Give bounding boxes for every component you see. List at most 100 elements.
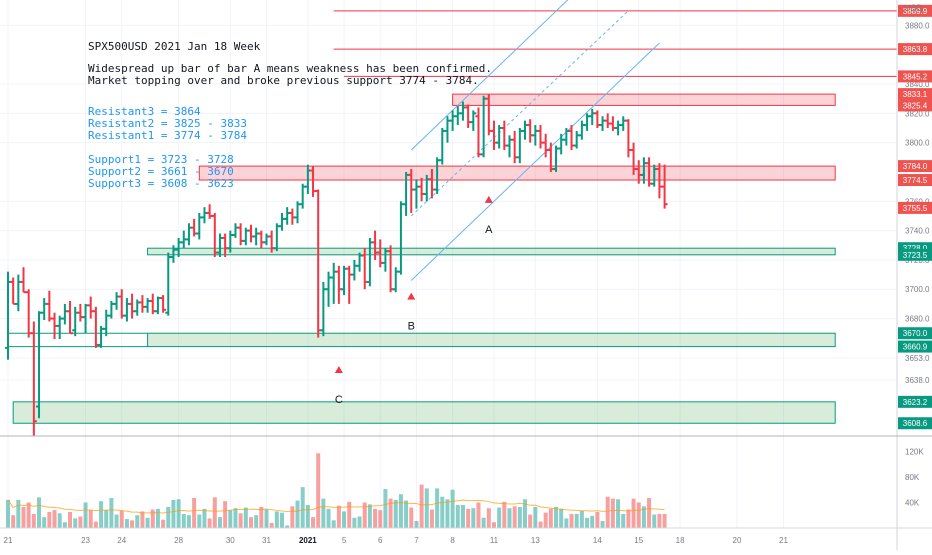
- annotations: A B C: [334, 195, 493, 406]
- price-label-text: 3845.2: [903, 72, 928, 81]
- volume-bar-0: [6, 499, 10, 528]
- description-line-1: Widespread up bar of bar A means weaknes…: [88, 62, 492, 75]
- price-bar-107: [558, 133, 565, 155]
- annotation-label-B: B: [408, 321, 415, 333]
- volume-bar-10: [57, 513, 62, 528]
- price-bar-53: [279, 213, 286, 231]
- volume-bar-75: [393, 499, 398, 528]
- price-bar-57: [299, 183, 306, 209]
- volume-bar-46: [243, 507, 248, 528]
- zone-green-4: [12, 401, 836, 424]
- volume-bar-2: [16, 499, 21, 528]
- price-label-text: 3774.5: [903, 176, 928, 185]
- volume-bar-78: [409, 507, 414, 528]
- volume-bar-114: [595, 512, 600, 528]
- price-tick-2: 3820.0: [905, 109, 930, 118]
- volume-bar-123: [641, 506, 646, 528]
- time-tick-15: 18: [676, 536, 685, 545]
- price-label-text: 3755.5: [903, 204, 928, 213]
- price-bar-12: [67, 300, 74, 335]
- volume-bar-54: [285, 525, 290, 528]
- price-bar-2: [15, 274, 22, 312]
- price-tick-1: 3840.0: [905, 80, 930, 89]
- time-tick-7: 5: [342, 536, 347, 545]
- volume-bar-45: [238, 513, 243, 528]
- volume-bar-11: [62, 522, 67, 528]
- time-tick-0: 21: [4, 536, 13, 545]
- price-bar-103: [537, 125, 544, 149]
- price-bar-100: [522, 120, 528, 140]
- price-label-box: [898, 340, 932, 353]
- price-bar-30: [160, 295, 167, 313]
- volume-bar-108: [564, 518, 569, 528]
- price-bar-119: [620, 116, 627, 131]
- price-label-3623.2: 3623.2: [898, 395, 932, 408]
- price-bar-45: [237, 223, 244, 246]
- time-tick-9: 7: [414, 536, 419, 545]
- volume-bar-95: [497, 507, 502, 528]
- currency-label: USD: [904, 3, 924, 13]
- volume-bar-38: [202, 508, 207, 528]
- volume-bar-64: [336, 505, 341, 528]
- price-label-3723.5: 3723.5: [898, 248, 932, 261]
- volume-bar-104: [543, 512, 548, 528]
- price-label-3660.9: 3660.9: [898, 340, 932, 353]
- annotation-marker-A: [484, 195, 493, 203]
- price-label-text: 3623.2: [903, 398, 928, 407]
- time-tick-17: 21: [779, 536, 788, 545]
- price-bar-97: [506, 135, 513, 158]
- time-tick-5: 31: [262, 536, 271, 545]
- volume-bar-59: [311, 517, 316, 528]
- volume-bar-58: [305, 505, 310, 528]
- volume-bar-83: [435, 488, 440, 528]
- price-label-3889.9: 3889.9: [898, 4, 932, 17]
- volume-bar-125: [652, 514, 657, 528]
- price-bar-70: [366, 237, 373, 287]
- volume-bar-15: [83, 502, 88, 528]
- volume-bar-56: [295, 500, 300, 528]
- volume-bar-39: [207, 518, 212, 528]
- zone-green-3: [147, 332, 836, 348]
- volume-bar-22: [119, 510, 124, 528]
- price-bar-75: [392, 267, 399, 293]
- price-label-3608.6: 3608.6: [898, 417, 932, 430]
- volume-bar-84: [440, 496, 445, 528]
- time-tick-10: 8: [450, 536, 455, 545]
- price-tick-9: 3653.0: [905, 354, 930, 363]
- price-bar-115: [599, 116, 606, 131]
- volume-bar-35: [186, 515, 191, 528]
- volume-bar-62: [326, 508, 331, 528]
- volume-bar-47: [248, 517, 253, 528]
- volume-bar-50: [264, 509, 269, 528]
- volume-bar-57: [300, 487, 305, 528]
- volume-bar-24: [130, 520, 135, 528]
- volume-bar-109: [569, 513, 574, 528]
- price-bar-19: [103, 309, 110, 337]
- volume-bar-105: [548, 508, 553, 528]
- volume-bar-116: [605, 496, 610, 528]
- annotation-label-A: A: [485, 224, 493, 236]
- price-label-text: 3723.5: [903, 251, 928, 260]
- price-bar-89: [465, 104, 472, 128]
- price-label-text: 3660.9: [903, 343, 928, 352]
- price-tick-0: 3880.0: [905, 21, 930, 30]
- price-bar-10: [56, 315, 63, 340]
- volume-bar-110: [574, 513, 579, 528]
- volume-bar-1: [11, 515, 16, 528]
- price-bar-8: [46, 290, 53, 322]
- price-bar-117: [609, 116, 616, 131]
- price-label-text: 3670.0: [903, 329, 928, 338]
- price-bar-28: [149, 293, 156, 315]
- volume-bar-16: [88, 510, 93, 528]
- volume-bar-90: [471, 508, 476, 528]
- volume-bar-81: [424, 488, 429, 528]
- price-bar-11: [61, 303, 68, 325]
- volume-bar-4: [26, 502, 31, 528]
- price-labels: 3889.9 3863.8 3845.2 3833.1 3825.4 3784.0 3774…: [898, 4, 932, 430]
- volume-bar-36: [192, 497, 197, 528]
- price-bar-9: [51, 312, 58, 340]
- volume-bar-65: [342, 511, 347, 528]
- time-tick-6: 2021: [299, 536, 317, 545]
